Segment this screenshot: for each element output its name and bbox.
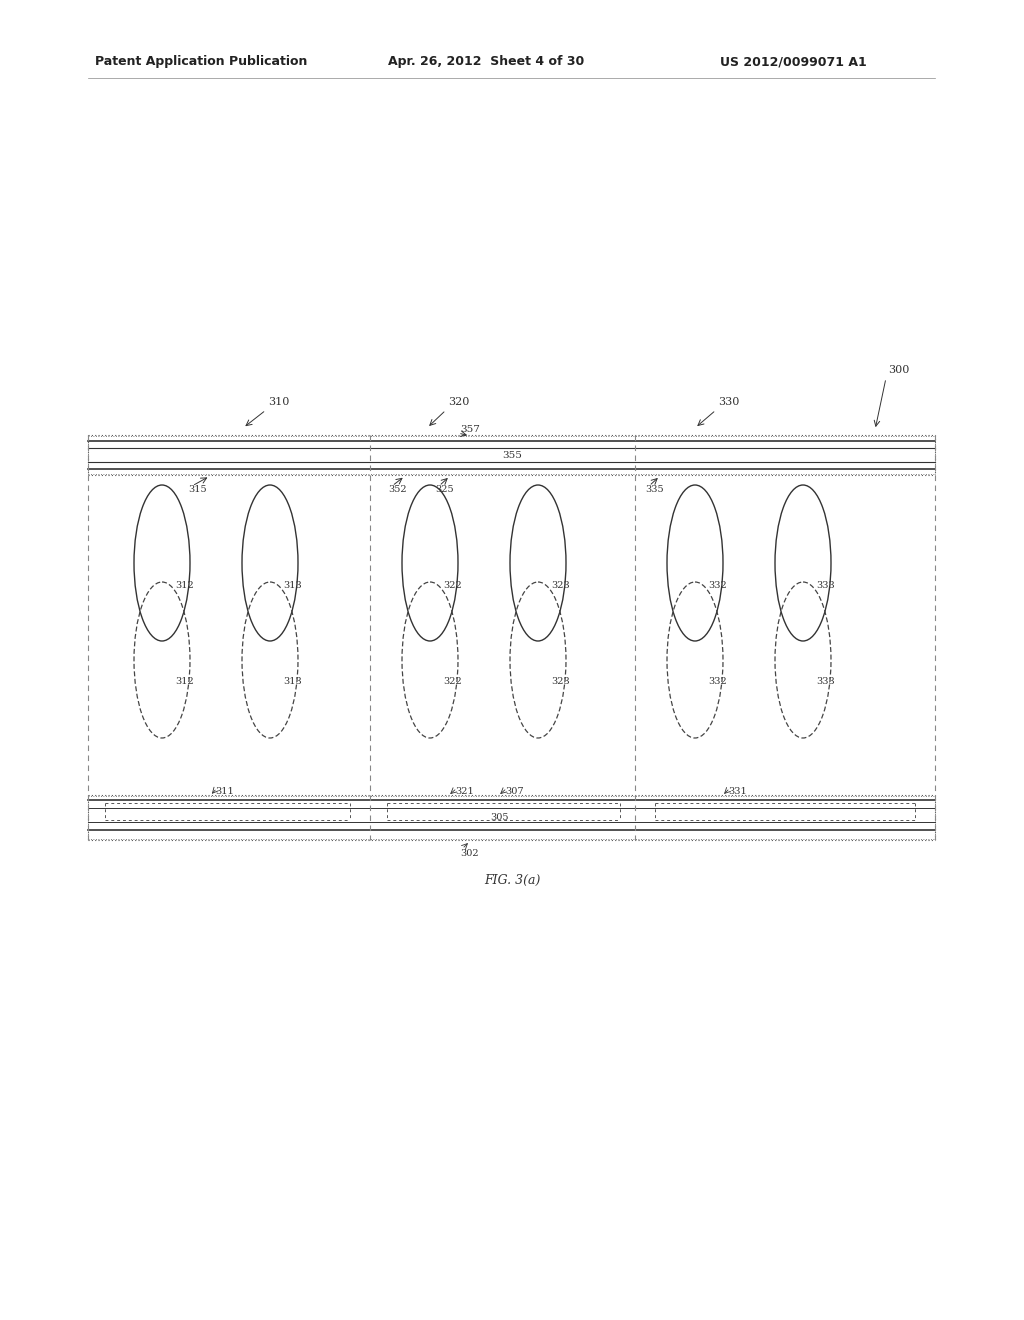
Text: 322: 322 <box>443 677 462 686</box>
Text: 310: 310 <box>268 397 290 407</box>
Text: Patent Application Publication: Patent Application Publication <box>95 55 307 69</box>
Text: 323: 323 <box>551 677 569 686</box>
Text: 305: 305 <box>490 813 509 822</box>
Text: Apr. 26, 2012  Sheet 4 of 30: Apr. 26, 2012 Sheet 4 of 30 <box>388 55 585 69</box>
Text: 333: 333 <box>816 581 835 590</box>
Text: 355: 355 <box>502 450 522 459</box>
Text: FIG. 3(a): FIG. 3(a) <box>483 874 541 887</box>
Text: 313: 313 <box>283 581 302 590</box>
Text: 333: 333 <box>816 677 835 686</box>
Text: 332: 332 <box>708 677 727 686</box>
Text: 320: 320 <box>449 397 469 407</box>
Text: US 2012/0099071 A1: US 2012/0099071 A1 <box>720 55 866 69</box>
Text: 300: 300 <box>888 366 909 375</box>
Text: 312: 312 <box>175 581 194 590</box>
Text: 323: 323 <box>551 581 569 590</box>
Text: 311: 311 <box>215 788 233 796</box>
Text: 330: 330 <box>718 397 739 407</box>
Text: 335: 335 <box>645 486 664 495</box>
Text: 313: 313 <box>283 677 302 686</box>
Text: 332: 332 <box>708 581 727 590</box>
Text: 302: 302 <box>460 849 478 858</box>
Text: 357: 357 <box>460 425 480 434</box>
Text: 331: 331 <box>728 788 746 796</box>
Text: 312: 312 <box>175 677 194 686</box>
Text: 307: 307 <box>505 788 523 796</box>
Text: 315: 315 <box>188 486 207 495</box>
Text: 352: 352 <box>388 486 407 495</box>
Text: 325: 325 <box>435 486 454 495</box>
Text: 322: 322 <box>443 581 462 590</box>
Text: 321: 321 <box>455 788 474 796</box>
